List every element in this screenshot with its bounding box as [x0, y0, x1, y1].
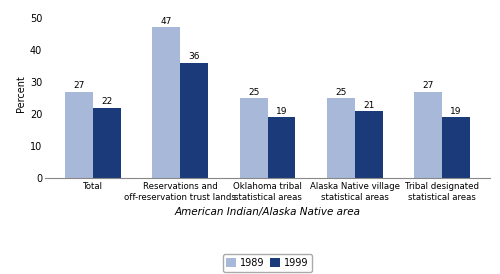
Bar: [414, 92, 442, 178]
Bar: [327, 98, 354, 178]
Text: 36: 36: [188, 52, 200, 61]
Bar: [240, 98, 268, 178]
Text: 25: 25: [335, 88, 346, 97]
Bar: [180, 63, 208, 178]
Text: 21: 21: [363, 101, 374, 110]
Text: 19: 19: [450, 107, 462, 116]
Bar: [354, 111, 382, 178]
Text: 27: 27: [422, 81, 434, 90]
Text: 19: 19: [276, 107, 287, 116]
Bar: [65, 92, 93, 178]
Bar: [93, 108, 121, 178]
Y-axis label: Percent: Percent: [16, 75, 26, 112]
Bar: [152, 27, 180, 178]
Bar: [268, 117, 295, 178]
X-axis label: American Indian/Alaska Native area: American Indian/Alaska Native area: [174, 207, 360, 217]
Text: 27: 27: [74, 81, 85, 90]
Text: 47: 47: [160, 17, 172, 26]
Bar: [442, 117, 470, 178]
Text: 25: 25: [248, 88, 259, 97]
Text: 22: 22: [102, 97, 112, 106]
Legend: 1989, 1999: 1989, 1999: [222, 254, 312, 272]
